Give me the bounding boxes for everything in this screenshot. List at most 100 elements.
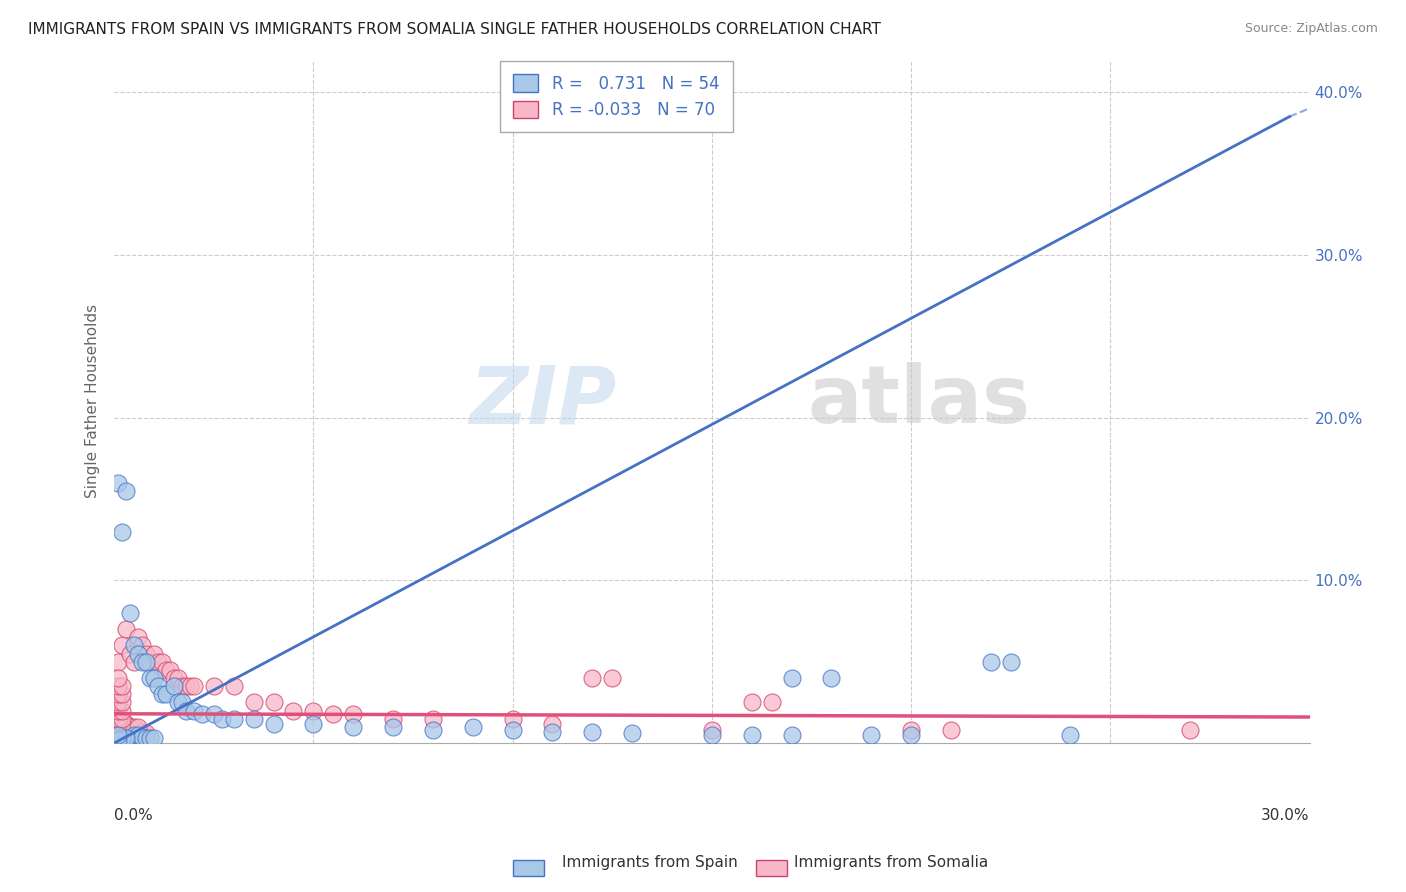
Point <box>143 671 166 685</box>
Text: atlas: atlas <box>807 362 1031 441</box>
Point <box>541 724 564 739</box>
Point <box>111 524 134 539</box>
Point <box>115 483 138 498</box>
Point <box>131 724 153 739</box>
Point <box>120 606 142 620</box>
Point <box>143 647 166 661</box>
Point <box>191 706 214 721</box>
Point <box>135 647 157 661</box>
Text: IMMIGRANTS FROM SPAIN VS IMMIGRANTS FROM SOMALIA SINGLE FATHER HOUSEHOLDS CORREL: IMMIGRANTS FROM SPAIN VS IMMIGRANTS FROM… <box>28 22 882 37</box>
Point <box>122 655 145 669</box>
Point <box>122 723 145 737</box>
Point <box>150 687 173 701</box>
Point <box>111 687 134 701</box>
Text: Immigrants from Spain: Immigrants from Spain <box>562 855 738 870</box>
Point <box>120 647 142 661</box>
Point <box>139 671 162 685</box>
Point <box>170 695 193 709</box>
Point <box>135 726 157 740</box>
Point <box>139 731 162 746</box>
Point <box>146 679 169 693</box>
Point <box>422 723 444 737</box>
Point <box>382 712 405 726</box>
Point <box>155 687 177 701</box>
Point <box>143 731 166 746</box>
Legend: R =   0.731   N = 54, R = -0.033   N = 70: R = 0.731 N = 54, R = -0.033 N = 70 <box>501 61 733 132</box>
Point <box>502 712 524 726</box>
Point <box>283 704 305 718</box>
Text: 0.0%: 0.0% <box>114 808 153 823</box>
Point <box>939 723 962 737</box>
Point <box>120 728 142 742</box>
Point <box>170 679 193 693</box>
Point <box>155 663 177 677</box>
Point <box>107 728 129 742</box>
Point <box>167 695 190 709</box>
Point <box>263 716 285 731</box>
Point <box>202 679 225 693</box>
Point <box>111 726 134 740</box>
Point <box>150 655 173 669</box>
Point <box>581 724 603 739</box>
Point <box>107 712 129 726</box>
Point <box>860 728 883 742</box>
Point <box>900 728 922 742</box>
Point <box>422 712 444 726</box>
Point <box>135 655 157 669</box>
Point <box>107 695 129 709</box>
Point <box>115 716 138 731</box>
Point <box>700 723 723 737</box>
Point <box>127 647 149 661</box>
Point <box>107 687 129 701</box>
Point <box>159 663 181 677</box>
Point <box>111 679 134 693</box>
Point <box>780 728 803 742</box>
Point <box>107 475 129 490</box>
Point <box>131 639 153 653</box>
Point <box>127 728 149 742</box>
Point <box>131 730 153 744</box>
Point <box>111 716 134 731</box>
Point <box>382 720 405 734</box>
Point <box>174 679 197 693</box>
Point <box>461 720 484 734</box>
Point <box>111 712 134 726</box>
Point <box>107 671 129 685</box>
Point <box>502 723 524 737</box>
Point <box>107 730 129 744</box>
Point <box>122 728 145 742</box>
Point <box>600 671 623 685</box>
Point <box>541 716 564 731</box>
Point <box>131 655 153 669</box>
Text: 30.0%: 30.0% <box>1261 808 1309 823</box>
Point <box>163 679 186 693</box>
Point <box>111 704 134 718</box>
Point <box>342 706 364 721</box>
Point <box>780 671 803 685</box>
Point <box>107 716 129 731</box>
Point <box>107 731 129 746</box>
Point <box>302 704 325 718</box>
Point <box>115 731 138 746</box>
Point <box>980 655 1002 669</box>
Y-axis label: Single Father Households: Single Father Households <box>86 304 100 499</box>
Point <box>167 671 190 685</box>
Point <box>700 728 723 742</box>
Point <box>342 720 364 734</box>
Point <box>1000 655 1022 669</box>
Point <box>263 695 285 709</box>
Point <box>242 712 264 726</box>
Point <box>107 732 129 747</box>
Point <box>107 655 129 669</box>
Text: Source: ZipAtlas.com: Source: ZipAtlas.com <box>1244 22 1378 36</box>
Point <box>741 695 763 709</box>
Point <box>1059 728 1081 742</box>
Point <box>202 706 225 721</box>
Point <box>820 671 842 685</box>
Point <box>111 639 134 653</box>
Point <box>179 679 201 693</box>
Point <box>127 630 149 644</box>
Point <box>581 671 603 685</box>
Point <box>127 720 149 734</box>
Point <box>120 720 142 734</box>
